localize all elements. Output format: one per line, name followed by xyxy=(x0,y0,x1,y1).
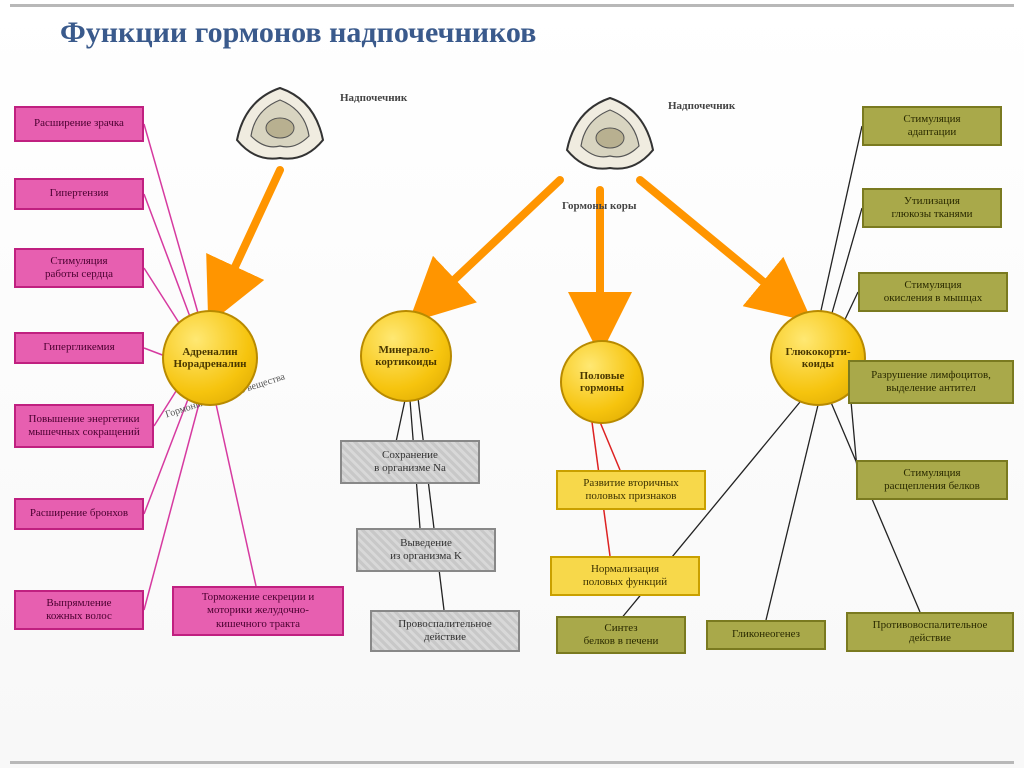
olive-box-7: Синтез белков в печени xyxy=(556,616,686,654)
yellow-box-0: Развитие вторичных половых признаков xyxy=(556,470,706,510)
olive-box-3: Разрушение лимфоцитов, выделение антител xyxy=(848,360,1014,404)
border-top xyxy=(10,4,1014,7)
olive-box-2: Стимуляция окисления в мышцах xyxy=(858,272,1008,312)
olive-box-1: Утилизация глюкозы тканями xyxy=(862,188,1002,228)
gland-left-label: Надпочечник xyxy=(340,92,407,104)
olive-box-4: Стимуляция расщепления белков xyxy=(856,460,1008,500)
pink-box-1: Гипертензия xyxy=(14,178,144,210)
pink-box-4: Повышение энергетики мышечных сокращений xyxy=(14,404,154,448)
page: Функции гормонов надпочечников Надпочечн… xyxy=(0,0,1024,768)
pink-box-5: Расширение бронхов xyxy=(14,498,144,530)
gray-box-1: Выведение из организма K xyxy=(356,528,496,572)
pink-box-0: Расширение зрачка xyxy=(14,106,144,142)
border-bottom xyxy=(10,761,1014,764)
pink-box-7: Торможение секреции и моторики желудочно… xyxy=(172,586,344,636)
adrenal-gland-left-icon xyxy=(225,80,335,170)
node-sex-hormones: Половые гормоны xyxy=(560,340,644,424)
adrenal-gland-right-icon xyxy=(555,90,665,180)
gray-box-2: Провоспалительное действие xyxy=(370,610,520,652)
cortex-label: Гормоны коры xyxy=(562,200,636,212)
node-mineralocorticoids: Минерало- кортикоиды xyxy=(360,310,452,402)
yellow-box-1: Нормализация половых функций xyxy=(550,556,700,596)
olive-box-6: Гликонеогенез xyxy=(706,620,826,650)
olive-box-0: Стимуляция адаптации xyxy=(862,106,1002,146)
olive-box-5: Противовоспалительное действие xyxy=(846,612,1014,652)
node-adrenaline: Адреналин Норадреналин xyxy=(162,310,258,406)
page-title: Функции гормонов надпочечников xyxy=(60,16,536,50)
pink-box-6: Выпрямление кожных волос xyxy=(14,590,144,630)
pink-box-2: Стимуляция работы сердца xyxy=(14,248,144,288)
gland-right-label: Надпочечник xyxy=(668,100,735,112)
pink-box-3: Гипергликемия xyxy=(14,332,144,364)
gray-box-0: Сохранение в организме Na xyxy=(340,440,480,484)
